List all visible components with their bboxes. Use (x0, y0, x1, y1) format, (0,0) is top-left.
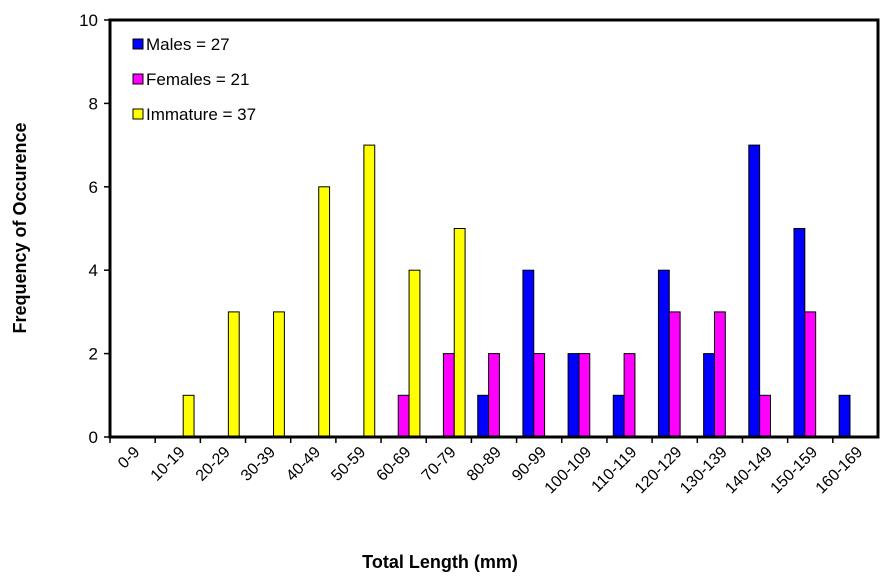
legend-label: Males = 27 (146, 35, 230, 54)
bar (522, 269, 535, 438)
bar (363, 144, 376, 438)
legend-label: Females = 21 (146, 70, 249, 89)
x-tick-label: 140-149 (722, 444, 776, 498)
bar (623, 353, 636, 438)
y-tick-label: 10 (79, 11, 98, 30)
bar (318, 186, 331, 438)
legend-swatch (132, 73, 144, 85)
x-tick-label: 90-99 (509, 444, 550, 485)
bar (227, 311, 240, 438)
x-tick-label: 40-49 (283, 444, 324, 485)
y-tick-label: 8 (89, 94, 98, 113)
bar (578, 353, 591, 438)
plot-frame (108, 18, 880, 439)
x-tick-label: 100-109 (542, 444, 596, 498)
bar (713, 311, 726, 438)
bar (567, 353, 580, 438)
y-tick-label: 4 (89, 261, 98, 280)
x-tick-label: 150-159 (768, 444, 822, 498)
x-tick-label: 120-129 (632, 444, 686, 498)
x-tick-label: 50-59 (328, 444, 369, 485)
x-axis-title: Total Length (mm) (362, 552, 518, 572)
bar (838, 394, 851, 438)
x-tick-label: 70-79 (419, 444, 460, 485)
bar (182, 394, 195, 438)
bar (612, 394, 625, 438)
bar (793, 228, 806, 438)
legend-label: Immature = 37 (146, 105, 256, 124)
bar (273, 311, 285, 438)
x-tick-label: 60-69 (374, 444, 415, 485)
bar (668, 311, 681, 438)
x-tick-label: 30-39 (238, 444, 279, 485)
y-tick-label: 0 (89, 428, 98, 447)
bar (804, 311, 817, 438)
x-tick-label: 160-169 (813, 444, 867, 498)
y-tick-label: 2 (89, 345, 98, 364)
bar (759, 394, 771, 438)
bar (748, 144, 761, 438)
legend-swatch (132, 108, 144, 120)
bar (533, 353, 546, 438)
x-tick-label: 130-139 (677, 444, 731, 498)
bar (477, 394, 490, 438)
x-tick-label: 20-29 (193, 444, 234, 485)
y-axis-title: Frequency of Occurence (10, 122, 30, 333)
x-tick-label: 110-119 (588, 444, 640, 496)
legend-swatch (132, 38, 144, 50)
y-tick-label: 6 (89, 178, 98, 197)
x-tick-label: 10-19 (148, 444, 189, 485)
bar (408, 269, 421, 438)
bar (488, 353, 500, 438)
bar (657, 269, 670, 438)
bar (397, 394, 410, 438)
x-tick-label: 80-89 (464, 444, 505, 485)
bar (442, 353, 455, 438)
bar (453, 228, 466, 438)
bar (703, 353, 715, 438)
x-tick-label: 0-9 (115, 444, 143, 472)
